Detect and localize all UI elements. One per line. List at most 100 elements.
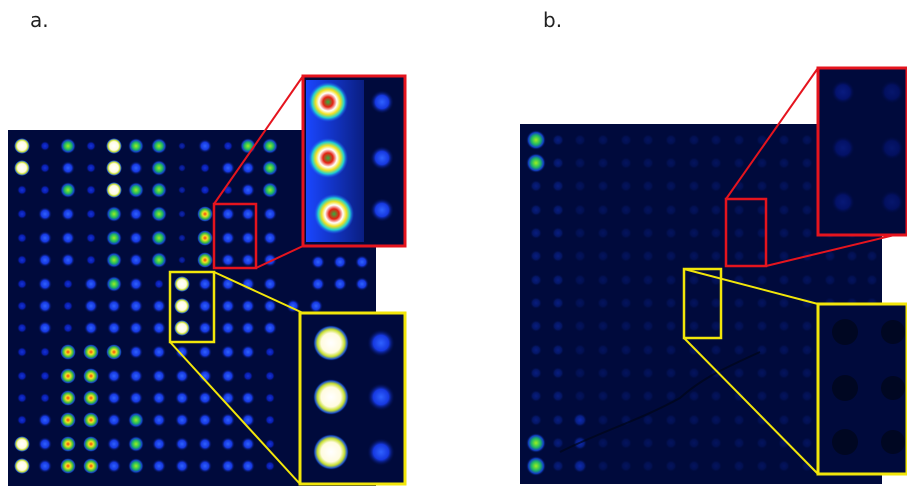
array-spot — [60, 458, 76, 474]
array-spot — [552, 344, 564, 356]
array-spot — [106, 206, 122, 222]
array-spot — [17, 347, 27, 357]
array-spot — [38, 321, 52, 335]
array-spot — [151, 160, 167, 176]
array-spot — [152, 391, 166, 405]
array-spot — [642, 437, 654, 449]
array-spot — [552, 157, 564, 169]
array-spot — [597, 460, 609, 472]
array-spot — [574, 344, 586, 356]
array-spot — [17, 301, 27, 311]
array-spot — [243, 371, 253, 381]
array-spot — [107, 391, 121, 405]
array-spot — [688, 180, 700, 192]
array-spot — [801, 157, 813, 169]
panel-b-red-zoom-lines-2 — [765, 231, 907, 267]
array-spot — [733, 437, 745, 449]
array-spot — [241, 253, 255, 267]
array-spot — [221, 299, 235, 313]
panel-a-spots — [14, 138, 369, 474]
array-spot — [129, 231, 143, 245]
array-spot — [175, 391, 189, 405]
array-spot — [756, 437, 768, 449]
array-spot — [40, 347, 50, 357]
array-spot — [642, 344, 654, 356]
array-spot — [778, 367, 790, 379]
array-spot — [597, 250, 609, 262]
array-spot — [620, 344, 632, 356]
array-spot — [129, 391, 143, 405]
array-spot — [530, 344, 542, 356]
array-spot — [38, 207, 52, 221]
array-spot — [128, 436, 144, 452]
array-spot — [221, 369, 235, 383]
array-spot — [198, 139, 212, 153]
array-spot — [620, 134, 632, 146]
array-spot — [38, 253, 52, 267]
panel-a-array-extension — [300, 246, 376, 306]
array-spot — [84, 277, 98, 291]
array-spot — [597, 204, 609, 216]
array-spot — [733, 250, 745, 262]
array-spot — [756, 414, 768, 426]
array-spot — [174, 276, 190, 292]
array-spot — [778, 274, 790, 286]
array-spot — [801, 274, 813, 286]
panel-b-red-zoom-inset — [816, 66, 907, 237]
array-spot — [574, 157, 586, 169]
array-spot — [733, 367, 745, 379]
array-spot — [175, 413, 189, 427]
array-spot — [241, 413, 255, 427]
array-spot — [198, 369, 212, 383]
array-spot — [107, 369, 121, 383]
array-spot — [573, 459, 587, 473]
panel-b-yellow-selection — [682, 267, 723, 340]
array-spot — [597, 274, 609, 286]
array-spot — [710, 134, 722, 146]
array-spot — [106, 160, 122, 176]
array-spot — [197, 230, 213, 246]
array-spot — [265, 371, 275, 381]
array-spot — [129, 207, 143, 221]
array-spot — [665, 414, 677, 426]
array-spot — [642, 460, 654, 472]
array-spot — [241, 277, 255, 291]
array-spot — [530, 250, 542, 262]
panel-a-yellow-zoom-inset — [298, 311, 407, 486]
array-spot — [824, 274, 836, 286]
array-spot — [221, 413, 235, 427]
array-spot — [38, 459, 52, 473]
array-spot — [778, 344, 790, 356]
array-spot — [665, 390, 677, 402]
array-spot — [574, 274, 586, 286]
panel-a-red-selection — [212, 202, 258, 270]
array-spot — [241, 437, 255, 451]
array-spot — [263, 231, 277, 245]
array-spot — [642, 274, 654, 286]
array-spot — [733, 227, 745, 239]
array-spot — [597, 227, 609, 239]
array-spot — [152, 459, 166, 473]
array-spot — [710, 297, 722, 309]
array-spot — [221, 391, 235, 405]
array-spot — [597, 134, 609, 146]
array-spot — [107, 413, 121, 427]
array-spot — [530, 320, 542, 332]
array-spot — [642, 134, 654, 146]
array-spot — [83, 368, 99, 384]
array-spot — [355, 255, 369, 269]
array-spot — [597, 297, 609, 309]
panel-b-yellow-zoom-lines-2 — [683, 337, 819, 475]
array-spot — [221, 345, 235, 359]
array-spot — [688, 204, 700, 216]
array-spot — [151, 138, 167, 154]
array-spot — [846, 274, 858, 286]
array-spot — [620, 297, 632, 309]
array-spot — [801, 344, 813, 356]
array-spot — [106, 138, 122, 154]
array-spot — [733, 320, 745, 332]
array-spot — [552, 227, 564, 239]
array-spot — [530, 297, 542, 309]
array-spot — [221, 321, 235, 335]
array-spot — [265, 347, 275, 357]
